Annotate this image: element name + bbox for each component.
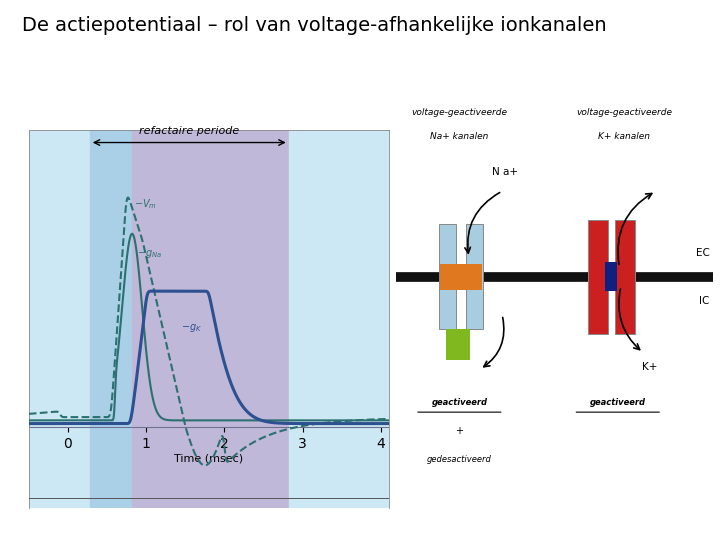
Bar (438, 225, 456, 329)
Bar (289, 130, 420, 508)
Text: +: + (455, 426, 464, 436)
Text: refactaire periode: refactaire periode (139, 126, 239, 136)
Bar (90, 130, 132, 508)
Text: $-V_m$: $-V_m$ (134, 197, 157, 211)
Text: geactiveerd: geactiveerd (431, 398, 487, 407)
Bar (132, 130, 289, 508)
Text: gedesactiveerd: gedesactiveerd (427, 455, 492, 464)
Bar (615, 220, 635, 334)
Text: De actiepotentiaal – rol van voltage-afhankelijke ionkanalen: De actiepotentiaal – rol van voltage-afh… (22, 16, 606, 35)
X-axis label: Time (msec): Time (msec) (174, 454, 243, 463)
Text: voltage-geactiveerde: voltage-geactiveerde (576, 108, 672, 117)
Text: EC: EC (696, 248, 710, 258)
Bar (588, 220, 608, 334)
Text: IC: IC (699, 296, 710, 306)
Bar (606, 262, 618, 291)
Text: $-g_K$: $-g_K$ (181, 322, 202, 334)
Text: voltage-geactiveerde: voltage-geactiveerde (411, 108, 508, 117)
Bar (466, 225, 483, 329)
Text: K+ kanalen: K+ kanalen (598, 132, 650, 141)
Text: $-g_{Na}$: $-g_{Na}$ (137, 248, 162, 260)
Bar (29, 130, 90, 508)
Text: K+: K+ (642, 362, 657, 372)
Bar (440, 264, 482, 290)
Bar (446, 329, 469, 360)
Text: Na+ kanalen: Na+ kanalen (430, 132, 489, 141)
Text: geactiveerd: geactiveerd (590, 398, 646, 407)
Text: N a+: N a+ (492, 167, 518, 177)
